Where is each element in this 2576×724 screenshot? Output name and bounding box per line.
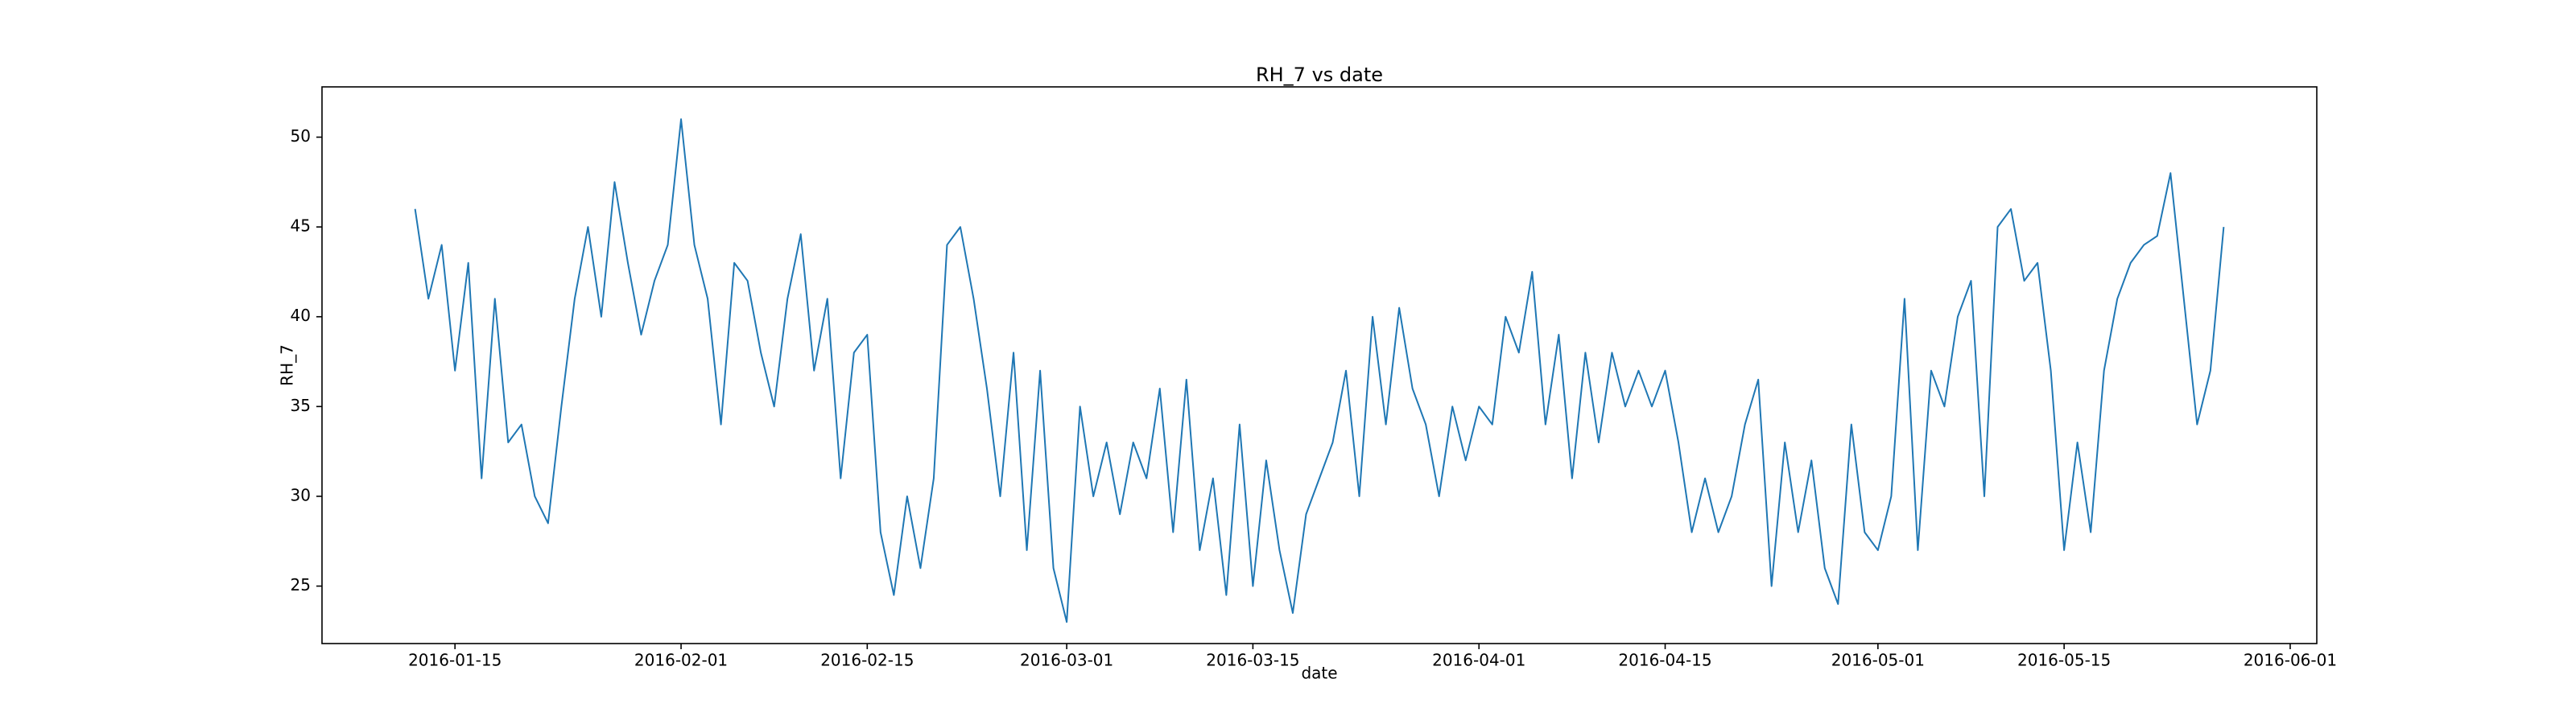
x-tick-label: 2016-06-01 [2244,651,2337,670]
chart-title: RH_7 vs date [1256,64,1383,86]
y-tick-label: 25 [291,575,311,594]
y-tick-label: 35 [291,396,311,415]
x-tick-label: 2016-03-15 [1206,651,1299,670]
y-tick-label: 30 [291,485,311,504]
y-tick-label: 40 [291,306,311,325]
plot-frame [321,86,2318,644]
x-tick-label: 2016-04-15 [1618,651,1711,670]
x-tick-label: 2016-04-01 [1432,651,1525,670]
x-tick-label: 2016-05-15 [2017,651,2111,670]
data-line [414,118,2225,623]
y-tick-label: 50 [291,126,311,146]
y-axis-label: RH_7 [278,344,297,386]
y-tick-label: 45 [291,216,311,236]
x-tick-label: 2016-03-01 [1020,651,1113,670]
x-axis-label: date [1301,664,1337,683]
x-tick-label: 2016-05-01 [1831,651,1925,670]
x-tick-label: 2016-02-01 [634,651,728,670]
x-tick-label: 2016-01-15 [408,651,502,670]
x-tick-label: 2016-02-15 [820,651,914,670]
